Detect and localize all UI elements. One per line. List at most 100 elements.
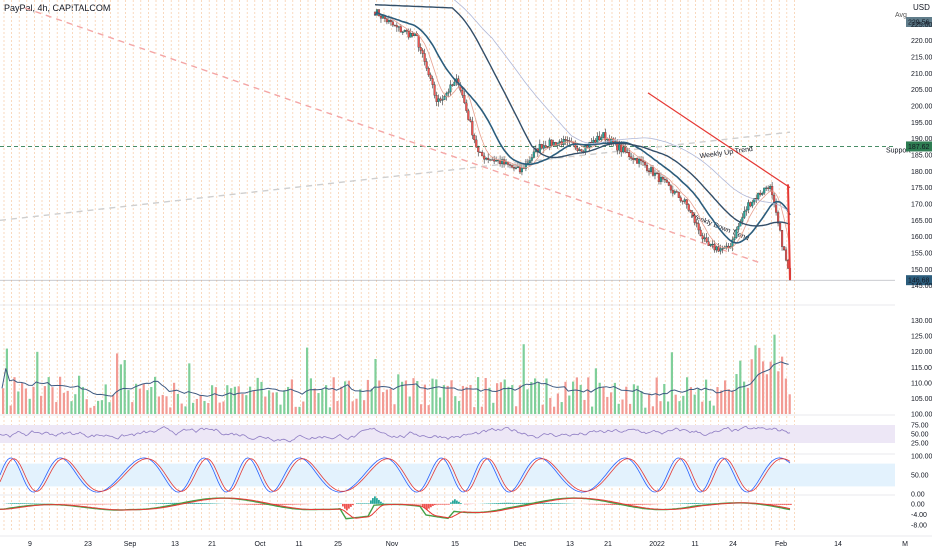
- candle-body: [657, 173, 660, 182]
- volume-bar: [62, 392, 65, 414]
- macd-histogram-bar: [26, 503, 28, 504]
- macd-histogram-bar: [246, 503, 248, 505]
- macd-histogram-bar: [606, 503, 608, 505]
- volume-bar: [241, 393, 244, 414]
- volume-bar: [344, 381, 347, 414]
- candle-body: [594, 139, 597, 143]
- macd-histogram-bar: [162, 503, 164, 504]
- candle-body: [487, 157, 490, 160]
- support-price-badge: 187.62: [908, 144, 930, 151]
- macd-histogram-bar: [364, 503, 366, 504]
- macd-histogram-bar: [86, 503, 88, 505]
- candle-body: [721, 248, 724, 250]
- volume-bar: [165, 396, 168, 414]
- volume-bar: [157, 396, 160, 414]
- x-tick-label: Dec: [514, 541, 527, 548]
- macd-histogram-bar: [358, 503, 360, 504]
- volume-bar: [199, 395, 202, 414]
- candle-body: [699, 229, 702, 236]
- candle-body: [433, 84, 436, 96]
- macd-histogram-bar: [448, 503, 450, 505]
- candle-body: [417, 35, 420, 48]
- macd-histogram-bar: [500, 502, 502, 504]
- volume-bar: [355, 398, 358, 414]
- price-tick-label: 155.00: [911, 251, 932, 258]
- macd-histogram-bar: [778, 503, 780, 505]
- macd-histogram-bar: [94, 503, 96, 505]
- volume-bar: [51, 387, 54, 414]
- volume-bar: [769, 361, 772, 414]
- macd-histogram-bar: [782, 503, 784, 505]
- volume-bar: [70, 401, 73, 414]
- macd-histogram-bar: [286, 503, 288, 505]
- macd-histogram-bar: [604, 503, 606, 505]
- candle-body: [600, 137, 603, 141]
- volume-bar: [283, 390, 286, 414]
- macd-signal-line: [0, 497, 791, 519]
- volume-bar: [404, 380, 407, 414]
- volume-bar: [686, 377, 689, 414]
- x-tick-label: 21: [604, 541, 612, 548]
- weekly-up-trend-line: [0, 131, 791, 222]
- macd-histogram-bar: [632, 503, 634, 505]
- candle-body: [463, 95, 466, 103]
- candle-body: [638, 158, 641, 164]
- x-tick-label: 11: [691, 541, 698, 548]
- candle-body: [779, 223, 782, 231]
- volume-bar: [161, 394, 164, 414]
- macd-histogram-bar: [514, 502, 516, 504]
- rsi-band: [0, 425, 895, 443]
- macd-histogram-bar: [498, 503, 500, 504]
- x-tick-label: 13: [171, 541, 179, 548]
- x-tick-label: 13: [566, 541, 574, 548]
- volume-bar: [207, 403, 210, 414]
- volume-bar: [78, 375, 81, 414]
- candle-body: [393, 24, 396, 26]
- macd-histogram-bar: [170, 502, 172, 504]
- candle-body: [399, 26, 402, 33]
- macd-histogram-bar: [650, 503, 652, 505]
- volume-bar: [515, 406, 518, 414]
- macd-histogram-bar: [508, 502, 510, 504]
- macd-histogram-bar: [638, 503, 640, 505]
- candle-body: [703, 237, 706, 240]
- macd-histogram-bar: [644, 503, 646, 505]
- volume-bar: [17, 391, 20, 414]
- macd-histogram-bar: [16, 503, 18, 504]
- candle-body: [403, 30, 406, 33]
- candle-body: [397, 26, 400, 28]
- macd-histogram-bar: [102, 503, 104, 505]
- candle-body: [548, 139, 551, 148]
- macd-line: [0, 497, 791, 520]
- macd-histogram-bar: [490, 503, 492, 504]
- price-tick-label: 205.00: [911, 87, 932, 94]
- volume-bar: [678, 401, 681, 414]
- candle-body: [667, 182, 670, 186]
- volume-bar: [784, 378, 787, 414]
- candle-body: [781, 230, 784, 247]
- macd-histogram-bar: [14, 503, 16, 504]
- volume-bar: [636, 385, 639, 414]
- volume-bar: [287, 386, 290, 414]
- candle-body: [568, 140, 571, 142]
- volume-bar: [184, 406, 187, 414]
- macd-histogram-bar: [682, 503, 684, 504]
- volume-bar: [279, 404, 282, 414]
- volume-bar: [43, 386, 46, 414]
- volume-bar: [613, 382, 616, 414]
- volume-bar: [522, 344, 525, 414]
- macd-histogram-bar: [172, 502, 174, 504]
- candle-body: [530, 157, 533, 161]
- macd-histogram-bar: [648, 503, 650, 505]
- candle-body: [719, 248, 722, 252]
- macd-histogram-bar: [450, 502, 452, 504]
- price-tick-label: 195.00: [911, 120, 932, 127]
- macd-histogram-bar: [562, 503, 564, 504]
- volume-bar: [192, 402, 195, 414]
- candle-body: [528, 160, 531, 164]
- candle-body: [419, 47, 422, 51]
- macd-histogram-bar: [452, 500, 454, 504]
- volume-bar: [40, 395, 43, 414]
